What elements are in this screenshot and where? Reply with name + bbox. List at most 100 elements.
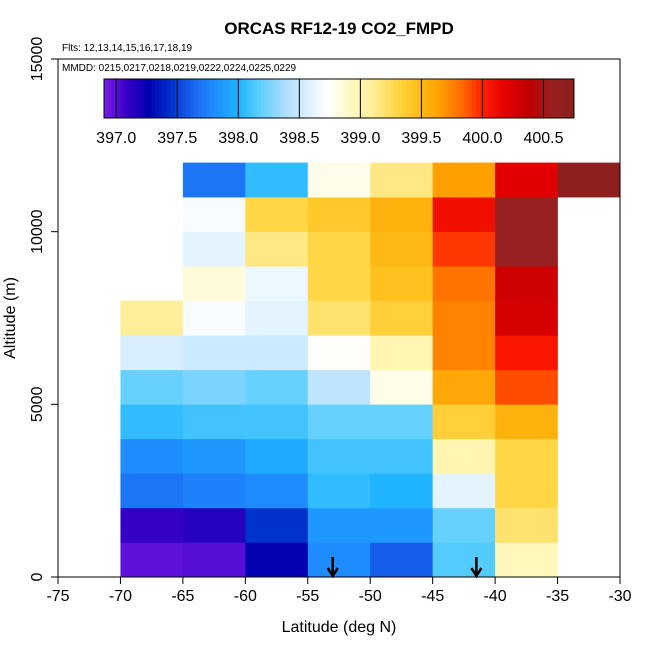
colorbar-tick-label: 399.5 — [401, 130, 441, 147]
heatmap-cell — [307, 231, 371, 267]
colorbar-swatch — [205, 79, 211, 118]
colorbar-swatch — [393, 79, 399, 118]
colorbar-swatch — [166, 79, 172, 118]
heatmap-cell — [495, 300, 558, 336]
colorbar-swatch — [464, 79, 469, 118]
colorbar-swatch — [425, 79, 430, 118]
colorbar-swatch — [452, 79, 457, 118]
colorbar-tick-label: 398.5 — [279, 130, 319, 147]
heatmap-cell — [245, 404, 309, 440]
colorbar-swatch — [421, 79, 426, 118]
y-tick-label: 5000 — [29, 386, 46, 422]
heatmap-cell — [245, 369, 309, 405]
colorbar-swatch — [433, 79, 438, 118]
x-axis-label: Latitude (deg N) — [282, 619, 397, 636]
colorbar-swatch — [241, 79, 246, 118]
heatmap-cell — [120, 507, 184, 543]
colorbar-swatch — [139, 79, 144, 118]
colorbar-swatch — [272, 79, 277, 118]
heatmap-cell — [432, 300, 496, 336]
colorbar-swatch — [456, 79, 461, 118]
heatmap-cell — [495, 542, 558, 578]
colorbar-tick-label: 400.5 — [523, 130, 563, 147]
colorbar-swatch — [104, 79, 109, 118]
colorbar-swatch — [268, 79, 273, 118]
heatmap-cell — [245, 335, 309, 371]
colorbar-swatch — [201, 79, 207, 118]
heatmap-cell — [432, 266, 496, 302]
heatmap-cell — [245, 231, 309, 267]
heatmap-cell — [182, 438, 246, 474]
heatmap-cell — [432, 369, 496, 405]
colorbar-swatch — [245, 79, 250, 118]
colorbar-swatch — [319, 79, 324, 118]
heatmap-cell — [245, 473, 309, 509]
x-tick-label: -50 — [359, 588, 382, 605]
heatmap-cell — [370, 542, 433, 578]
colorbar-swatch — [538, 79, 544, 118]
colorbar-swatch — [248, 79, 254, 118]
colorbar-swatch — [350, 79, 356, 118]
heatmap-cell — [245, 438, 309, 474]
heatmap-cell — [245, 542, 309, 578]
colorbar-swatch — [339, 79, 344, 118]
colorbar-swatch — [299, 79, 305, 118]
colorbar-swatch — [186, 79, 191, 118]
flights-label: Flts: 12,13,14,15,16,17,18,19 — [62, 43, 193, 54]
colorbar-swatch — [182, 79, 187, 118]
heatmap-cell — [495, 438, 558, 474]
x-tick-label: -35 — [546, 588, 569, 605]
x-tick-label: -55 — [296, 588, 319, 605]
heatmap-cell — [120, 542, 184, 578]
heatmap-cell — [370, 473, 433, 509]
colorbar-swatch — [472, 79, 477, 118]
colorbar-swatch — [491, 79, 497, 118]
arrow-markers — [326, 557, 483, 579]
heatmap-cell — [120, 369, 184, 405]
colorbar-swatch — [303, 79, 309, 118]
colorbar-swatch — [217, 79, 222, 118]
heatmap-cell — [182, 507, 246, 543]
heatmap-cell — [307, 507, 371, 543]
colorbar-swatch — [374, 79, 379, 118]
colorbar-swatch — [198, 79, 203, 118]
colorbar-swatch — [123, 79, 128, 118]
colorbar-swatch — [448, 79, 454, 118]
colorbar-swatch — [440, 79, 446, 118]
y-tick-label: 15000 — [29, 37, 46, 82]
colorbar-swatch — [170, 79, 175, 118]
colorbar-swatch — [386, 79, 391, 118]
colorbar-swatch — [111, 79, 117, 118]
colorbar-tick-label: 397.5 — [157, 130, 197, 147]
colorbar-swatch — [389, 79, 395, 118]
heatmap-cell — [182, 335, 246, 371]
heatmap-cell — [307, 542, 371, 578]
colorbar-swatch — [115, 79, 121, 118]
heatmap-cell — [182, 404, 246, 440]
colorbar-swatch — [323, 79, 328, 118]
colorbar-swatch — [436, 79, 442, 118]
colorbar-tick-label: 400.0 — [462, 130, 502, 147]
heatmap-cell — [432, 473, 496, 509]
colorbar-swatch — [276, 79, 281, 118]
x-tick-label: -30 — [608, 588, 631, 605]
colorbar-swatch — [151, 79, 156, 118]
heatmap-cell — [307, 197, 371, 232]
heatmap-cell — [307, 369, 371, 405]
colorbar-swatch — [562, 79, 567, 118]
colorbar-swatch — [158, 79, 164, 118]
heatmap-cell — [495, 231, 558, 267]
colorbar-swatch — [546, 79, 551, 118]
x-tick-label: -65 — [171, 588, 194, 605]
colorbar-swatch — [194, 79, 199, 118]
heatmap-cell — [245, 507, 309, 543]
colorbar-swatch — [487, 79, 493, 118]
colorbar-swatch — [397, 79, 403, 118]
colorbar-swatch — [530, 79, 536, 118]
colorbar-swatch — [554, 79, 559, 118]
colorbar-swatch — [143, 79, 148, 118]
colorbar-swatch — [519, 79, 524, 118]
heatmap-cell — [432, 162, 496, 198]
x-tick-label: -45 — [421, 588, 444, 605]
colorbar-swatch — [190, 79, 195, 118]
